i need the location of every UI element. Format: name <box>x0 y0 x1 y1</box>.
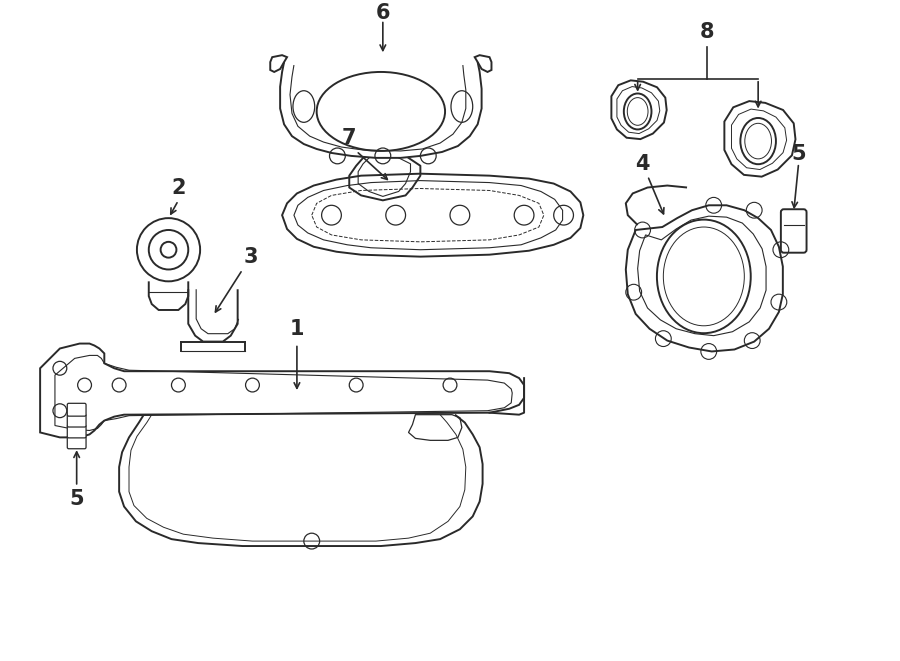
FancyBboxPatch shape <box>68 425 86 438</box>
Text: 3: 3 <box>243 247 257 266</box>
Text: 6: 6 <box>375 3 390 22</box>
Text: 2: 2 <box>171 178 185 198</box>
Text: 4: 4 <box>635 154 650 174</box>
Text: 5: 5 <box>791 144 806 164</box>
FancyBboxPatch shape <box>68 403 86 416</box>
Text: 1: 1 <box>290 319 304 338</box>
FancyBboxPatch shape <box>68 436 86 449</box>
Text: 8: 8 <box>699 22 714 42</box>
FancyBboxPatch shape <box>68 414 86 427</box>
Text: 5: 5 <box>69 488 84 508</box>
Text: 7: 7 <box>342 128 356 148</box>
